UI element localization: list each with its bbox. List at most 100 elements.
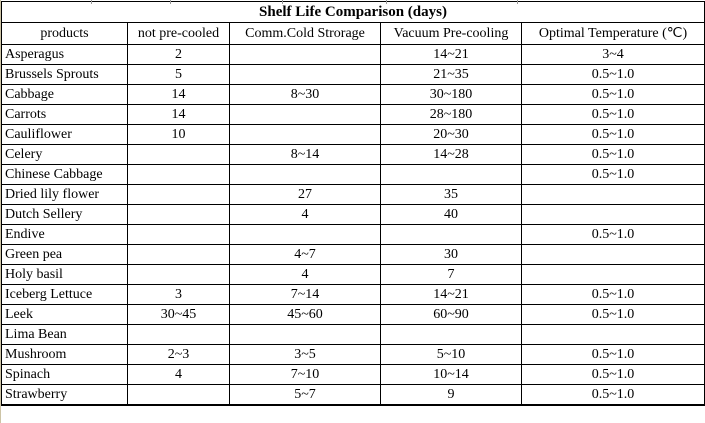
value-cell: 60~90 xyxy=(380,304,522,325)
value-cell: 14 xyxy=(127,84,230,105)
product-cell: Dried lily flower xyxy=(1,184,128,205)
value-cell: 0.5~1.0 xyxy=(520,124,705,145)
value-cell: 0.5~1.0 xyxy=(520,364,705,385)
value-cell xyxy=(229,224,381,245)
value-cell: 0.5~1.0 xyxy=(520,344,705,365)
value-cell: 0.5~1.0 xyxy=(520,104,705,125)
value-cell: 0.5~1.0 xyxy=(520,84,705,105)
value-cell: 10 xyxy=(127,124,230,145)
value-cell xyxy=(127,204,230,225)
column-header-not-pre-cooled: not pre-cooled xyxy=(127,22,230,45)
value-cell xyxy=(380,324,522,345)
value-cell: 0.5~1.0 xyxy=(520,164,705,185)
table-row: Cabbage 14 8~30 30~180 0.5~1.0 xyxy=(1,84,705,105)
product-cell: Cauliflower xyxy=(1,124,128,145)
product-cell: Dutch Sellery xyxy=(1,204,128,225)
top-tick-mark xyxy=(282,0,283,4)
table-row: Asperagus 2 14~21 3~4 xyxy=(1,44,705,65)
value-cell xyxy=(229,164,381,185)
value-cell xyxy=(127,164,230,185)
value-cell: 9 xyxy=(380,384,522,406)
product-cell: Chinese Cabbage xyxy=(1,164,128,185)
value-cell: 21~35 xyxy=(380,64,522,85)
table-row: Holy basil 4 7 xyxy=(1,264,705,285)
value-cell xyxy=(229,124,381,145)
value-cell xyxy=(127,144,230,165)
top-tick-mark xyxy=(91,0,92,4)
table-body: Asperagus 2 14~21 3~4 Brussels Sprouts 5 21~35… xyxy=(1,44,705,406)
product-cell: Cabbage xyxy=(1,84,128,105)
left-edge-artifact xyxy=(0,0,1,423)
value-cell: 10~14 xyxy=(380,364,522,385)
value-cell: 5 xyxy=(127,64,230,85)
table-row: Celery 8~14 14~28 0.5~1.0 xyxy=(1,144,705,165)
value-cell xyxy=(520,324,705,345)
value-cell: 3~5 xyxy=(229,344,381,365)
table-row: Cauliflower 10 20~30 0.5~1.0 xyxy=(1,124,705,145)
value-cell: 0.5~1.0 xyxy=(520,144,705,165)
product-cell: Spinach xyxy=(1,364,128,385)
value-cell: 3 xyxy=(127,284,230,305)
value-cell: 14 xyxy=(127,104,230,125)
value-cell xyxy=(127,244,230,265)
table-title-row: Shelf Life Comparison (days) xyxy=(0,1,705,23)
product-cell: Celery xyxy=(1,144,128,165)
value-cell xyxy=(229,44,381,65)
product-cell: Strawberry xyxy=(1,384,128,406)
value-cell: 7~10 xyxy=(229,364,381,385)
value-cell xyxy=(520,204,705,225)
value-cell: 30~45 xyxy=(127,304,230,325)
table-row: Chinese Cabbage 0.5~1.0 xyxy=(1,164,705,185)
value-cell: 40 xyxy=(380,204,522,225)
value-cell xyxy=(229,64,381,85)
value-cell: 0.5~1.0 xyxy=(520,64,705,85)
product-cell: Lima Bean xyxy=(1,324,128,345)
value-cell xyxy=(127,264,230,285)
value-cell: 30~180 xyxy=(380,84,522,105)
value-cell: 20~30 xyxy=(380,124,522,145)
value-cell: 4 xyxy=(229,204,381,225)
value-cell: 7 xyxy=(380,264,522,285)
value-cell xyxy=(520,264,705,285)
table-row: Brussels Sprouts 5 21~35 0.5~1.0 xyxy=(1,64,705,85)
shelf-life-table: Shelf Life Comparison (days) products no… xyxy=(0,1,705,406)
top-tick-mark xyxy=(517,0,518,4)
value-cell: 0.5~1.0 xyxy=(520,224,705,245)
value-cell: 0.5~1.0 xyxy=(520,284,705,305)
value-cell: 14~28 xyxy=(380,144,522,165)
value-cell: 3~4 xyxy=(520,44,705,65)
column-header-comm-cold-storage: Comm.Cold Strorage xyxy=(229,22,381,45)
value-cell xyxy=(127,224,230,245)
product-cell: Endive xyxy=(1,224,128,245)
product-cell: Mushroom xyxy=(1,344,128,365)
table-row: Leek 30~45 45~60 60~90 0.5~1.0 xyxy=(1,304,705,325)
table-row: Dried lily flower 27 35 xyxy=(1,184,705,205)
value-cell xyxy=(380,164,522,185)
value-cell: 27 xyxy=(229,184,381,205)
product-cell: Carrots xyxy=(1,104,128,125)
value-cell: 8~30 xyxy=(229,84,381,105)
product-cell: Iceberg Lettuce xyxy=(1,284,128,305)
column-header-products: products xyxy=(1,22,128,45)
value-cell: 4 xyxy=(127,364,230,385)
table-row: Mushroom 2~3 3~5 5~10 0.5~1.0 xyxy=(1,344,705,365)
value-cell: 30 xyxy=(380,244,522,265)
table-row: Dutch Sellery 4 40 xyxy=(1,204,705,225)
value-cell: 4 xyxy=(229,264,381,285)
value-cell: 45~60 xyxy=(229,304,381,325)
value-cell: 35 xyxy=(380,184,522,205)
value-cell: 28~180 xyxy=(380,104,522,125)
top-tick-mark xyxy=(386,0,387,4)
value-cell: 2~3 xyxy=(127,344,230,365)
table-row: Iceberg Lettuce 3 7~14 14~21 0.5~1.0 xyxy=(1,284,705,305)
table-title: Shelf Life Comparison (days) xyxy=(0,1,705,23)
value-cell: 5~7 xyxy=(229,384,381,406)
table-row: Spinach 4 7~10 10~14 0.5~1.0 xyxy=(1,364,705,385)
value-cell xyxy=(520,244,705,265)
column-header-vacuum-pre-cooling: Vacuum Pre-cooling xyxy=(380,22,522,45)
value-cell: 7~14 xyxy=(229,284,381,305)
value-cell: 0.5~1.0 xyxy=(520,304,705,325)
value-cell xyxy=(127,384,230,406)
value-cell xyxy=(380,224,522,245)
